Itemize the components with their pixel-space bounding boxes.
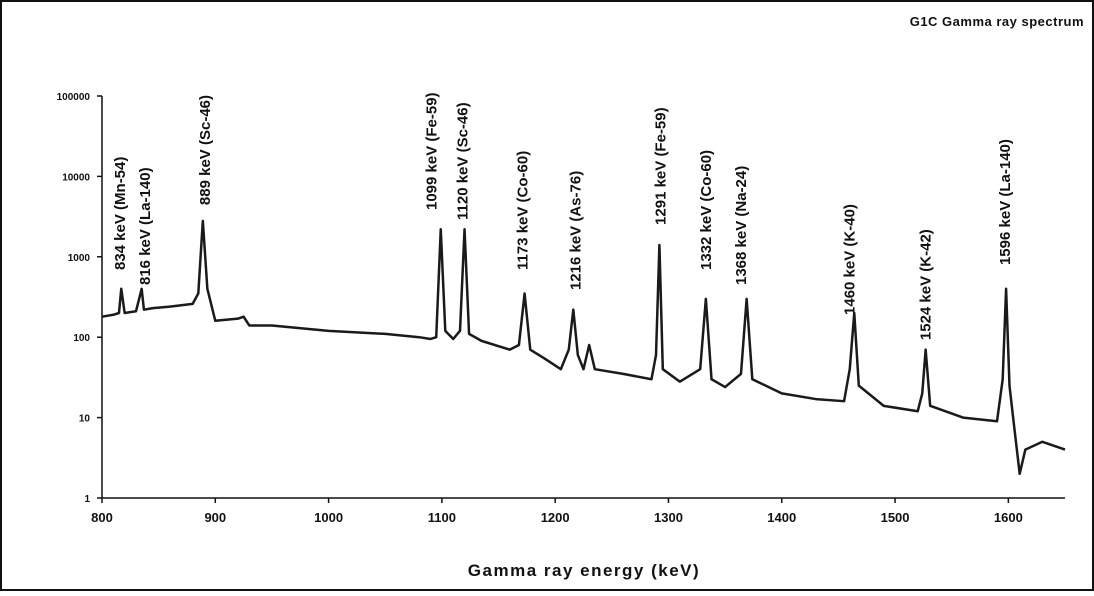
peak-label: 1120 keV (Sc-46)	[454, 102, 471, 220]
peak-label: 1460 keV (K-40)	[842, 204, 859, 315]
y-tick-label: 10	[79, 414, 91, 425]
peak-label: 834 keV (Mn-54)	[112, 157, 129, 270]
peak-label: 1291 keV (Fe-59)	[653, 107, 670, 225]
peak-label: 1596 keV (La-140)	[997, 139, 1014, 265]
spectrum-line	[101, 219, 1066, 476]
x-tick-label: 1600	[994, 510, 1023, 525]
peak-label: 1099 keV (Fe-59)	[424, 92, 441, 210]
y-tick-label: 1	[84, 494, 90, 505]
peak-label: 889 keV (Sc-46)	[197, 95, 214, 205]
peak-label: 1524 keV (K-42)	[918, 229, 935, 340]
peak-label: 816 keV (La-140)	[137, 167, 154, 285]
x-tick-label: 1500	[881, 510, 910, 525]
x-tick-label: 1300	[654, 510, 683, 525]
x-tick-label: 1000	[314, 510, 343, 525]
x-axis-title: Gamma ray energy (keV)	[468, 561, 700, 580]
peak-label: 1368 keV (Na-24)	[733, 166, 750, 285]
y-tick-label: 1000	[68, 253, 91, 264]
peak-label: 1216 keV (As-76)	[568, 171, 585, 290]
x-tick-label: 1100	[428, 510, 456, 525]
peak-label: 1173 keV (Co-60)	[514, 151, 531, 270]
x-tick-label: 1400	[767, 510, 796, 525]
x-tick-label: 800	[91, 510, 113, 525]
y-tick-label: 100000	[57, 92, 91, 103]
x-tick-label: 900	[204, 510, 226, 525]
y-tick-label: 100	[73, 333, 90, 344]
peak-label: 1332 keV (Co-60)	[698, 150, 715, 270]
y-tick-label: 10000	[62, 172, 90, 183]
x-tick-label: 1200	[541, 510, 570, 525]
chart-title: G1C Gamma ray spectrum	[910, 14, 1084, 29]
